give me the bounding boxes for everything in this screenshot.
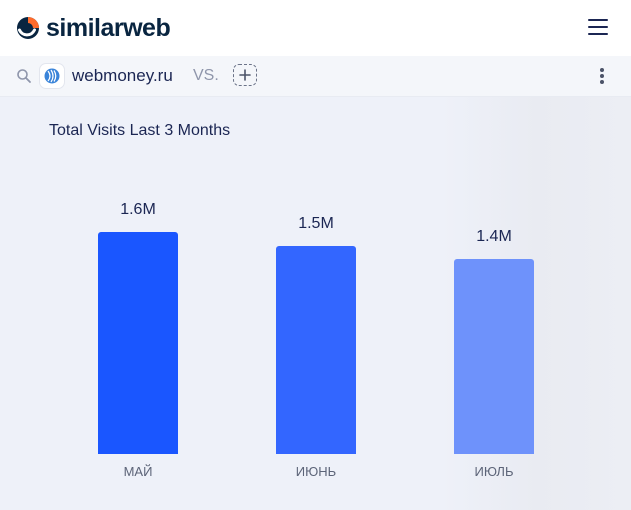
selected-site[interactable]: webmoney.ru (40, 64, 173, 88)
app-header: similarweb (0, 0, 631, 56)
similarweb-logo[interactable]: similarweb (16, 14, 171, 42)
site-name: webmoney.ru (72, 66, 173, 85)
similarweb-logo-icon (17, 17, 39, 39)
chart-title: Total Visits Last 3 Months (49, 122, 231, 139)
bar-3[interactable] (454, 259, 534, 454)
bar-value-label: 1.4M (476, 228, 512, 246)
total-visits-card: Total Visits Last 3 Months 1.6M МАЙ 1.5M ИЮ… (0, 97, 631, 510)
add-competitor-button[interactable] (233, 64, 257, 86)
bar-2[interactable] (276, 245, 356, 454)
plus-icon (239, 69, 251, 81)
category-label: МАЙ (123, 464, 153, 479)
search-icon[interactable] (16, 68, 32, 84)
more-vertical-icon[interactable] (596, 66, 608, 86)
globe-favicon-icon (40, 64, 64, 88)
hamburger-menu-icon[interactable] (586, 16, 612, 38)
category-label: ИЮЛЬ (474, 464, 514, 479)
logo-text: similarweb (46, 14, 171, 42)
bar-value-label: 1.5M (298, 214, 334, 232)
bar-1[interactable] (98, 231, 178, 454)
site-search-bar: webmoney.ru VS. (0, 56, 631, 97)
category-label: ИЮНЬ (295, 464, 337, 479)
vs-label: VS. (193, 67, 219, 84)
bar-value-label: 1.6M (120, 200, 156, 218)
